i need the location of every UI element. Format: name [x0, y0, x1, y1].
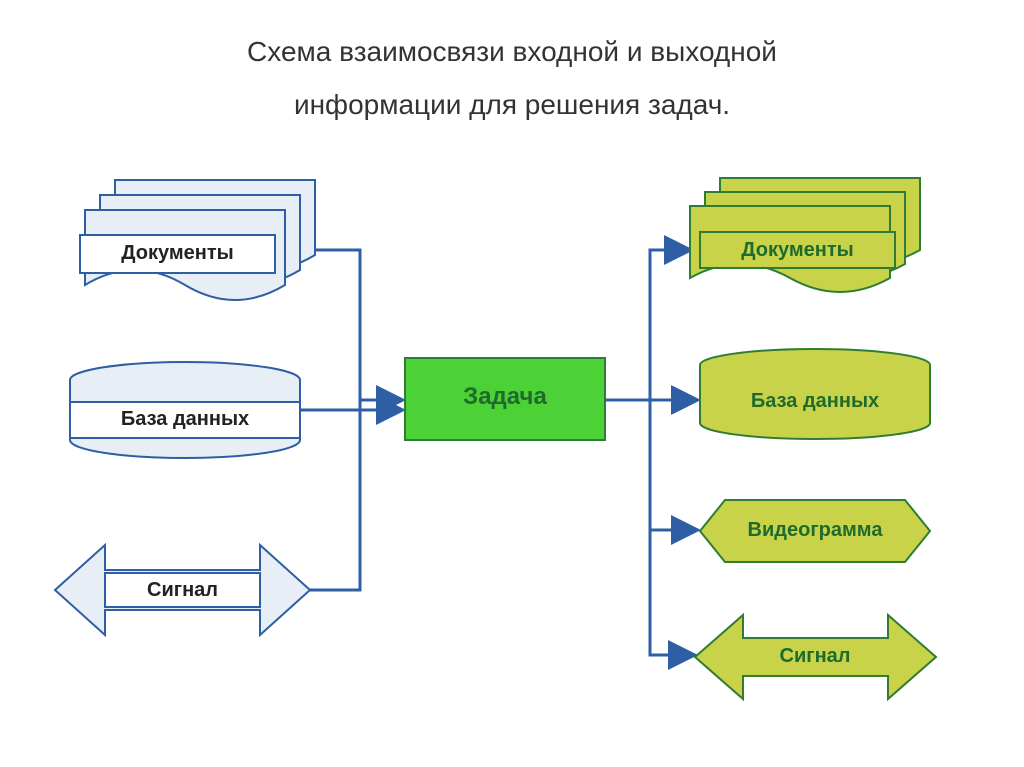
input-database-label: База данных — [70, 408, 300, 431]
input-signal-label: Сигнал — [105, 579, 260, 602]
title-line-1: Схема взаимосвязи входной и выходной — [247, 36, 777, 67]
output-documents-label: Документы — [700, 239, 895, 262]
diagram-title: Схема взаимосвязи входной и выходной инф… — [0, 25, 1024, 131]
title-line-2: информации для решения задач. — [294, 89, 730, 120]
input-documents-node — [80, 180, 315, 300]
output-documents-node — [690, 178, 920, 292]
edge-task-to-signal — [650, 530, 692, 655]
diagram-stage: Схема взаимосвязи входной и выходной инф… — [0, 0, 1024, 767]
output-database-label: База данных — [700, 390, 930, 413]
edge-task-to-video — [650, 400, 695, 530]
edge-task-to-docs — [650, 250, 688, 400]
output-videogram-label: Видеограмма — [700, 519, 930, 542]
output-signal-label: Сигнал — [740, 645, 890, 668]
input-documents-label: Документы — [80, 242, 275, 265]
edge-docs-to-task — [310, 250, 400, 400]
edges — [300, 250, 695, 655]
task-label: Задача — [405, 383, 605, 411]
edge-signal-to-task — [310, 400, 360, 590]
